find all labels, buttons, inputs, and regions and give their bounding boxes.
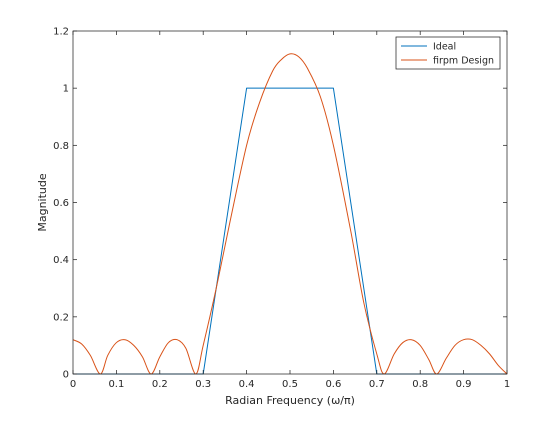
x-tick-label: 0.3 — [195, 379, 211, 390]
x-tick-label: 0.8 — [412, 379, 428, 390]
x-tick-label: 0.6 — [325, 379, 341, 390]
x-tick-label: 0.1 — [108, 379, 124, 390]
x-tick-label: 1 — [504, 379, 510, 390]
legend-label-firpm-design: firpm Design — [433, 56, 494, 67]
y-tick-label: 1 — [63, 84, 69, 95]
x-axis-label: Radian Frequency (ω/π) — [225, 394, 355, 407]
y-tick-label: 0.4 — [53, 255, 69, 266]
y-axis-label: Magnitude — [36, 173, 49, 232]
series-line-firpm-design — [72, 53, 508, 375]
y-tick-label: 0.2 — [53, 312, 69, 323]
y-tick-label: 0.8 — [53, 141, 69, 152]
y-tick-label: 0 — [63, 370, 69, 381]
x-tick-label: 0.4 — [239, 379, 255, 390]
y-tick-label: 0.6 — [53, 198, 69, 209]
x-tick-label: 0 — [70, 379, 76, 390]
x-tick-label: 0.5 — [282, 379, 298, 390]
x-axis-ticks: 0 0.1 0.2 0.3 0.4 0.5 0.6 0.7 0.8 0.9 1 — [70, 31, 510, 390]
legend: Ideal firpm Design — [395, 36, 501, 70]
plot-area — [73, 31, 507, 374]
legend-box — [395, 36, 501, 70]
x-tick-label: 0.7 — [369, 379, 385, 390]
x-tick-label: 0.2 — [152, 379, 168, 390]
y-axis-ticks: 0 0.2 0.4 0.6 0.8 1 1.2 — [53, 27, 507, 381]
x-tick-label: 0.9 — [456, 379, 472, 390]
legend-label-ideal: Ideal — [433, 42, 456, 53]
y-tick-label: 1.2 — [53, 27, 69, 38]
